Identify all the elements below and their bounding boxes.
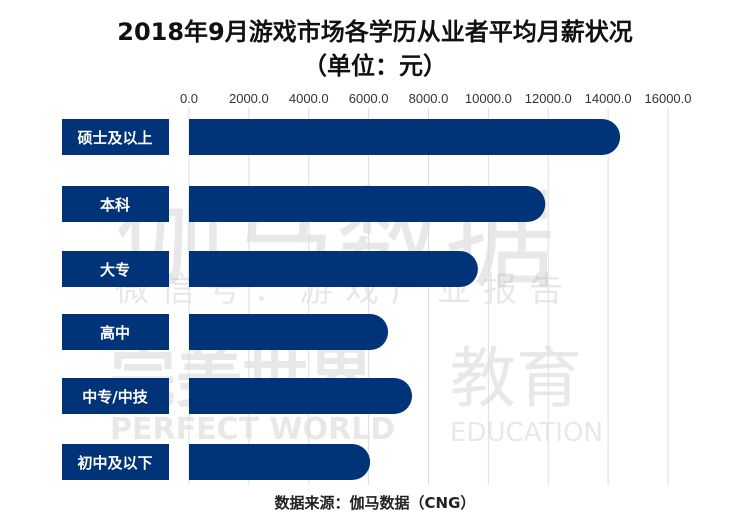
bar [189, 251, 478, 287]
tick-label: 8000.0 [409, 91, 449, 106]
chart-source: 数据来源：伽马数据（CNG） [274, 494, 476, 512]
bar [189, 444, 371, 480]
category-label: 本科 [100, 196, 130, 214]
tick-label: 4000.0 [289, 91, 329, 106]
tick-label: 14000.0 [585, 91, 632, 106]
category-label: 高中 [100, 324, 130, 342]
category-label-box [62, 251, 169, 287]
category-label: 硕士及以上 [77, 129, 152, 147]
category-label-box [62, 119, 169, 155]
tick-label: 6000.0 [349, 91, 389, 106]
category-label-box [62, 186, 169, 222]
tick-label: 12000.0 [525, 91, 572, 106]
bar [189, 186, 546, 222]
tick-label: 10000.0 [465, 91, 512, 106]
bar [189, 119, 621, 155]
category-label: 大专 [100, 261, 130, 279]
tick-label: 2000.0 [229, 91, 269, 106]
tick-label: 16000.0 [645, 91, 692, 106]
chart-title: 2018年9月游戏市场各学历从业者平均月薪状况 [117, 18, 633, 46]
bar [189, 314, 389, 350]
category-label-box [62, 444, 169, 480]
tick-label: 0.0 [180, 91, 198, 106]
chart-subtitle: （单位：元） [303, 52, 447, 80]
category-label: 初中及以下 [77, 454, 152, 472]
category-label-box [62, 378, 169, 414]
category-label-box [62, 314, 169, 350]
bar [189, 378, 413, 414]
category-label: 中专/中技 [82, 388, 148, 406]
